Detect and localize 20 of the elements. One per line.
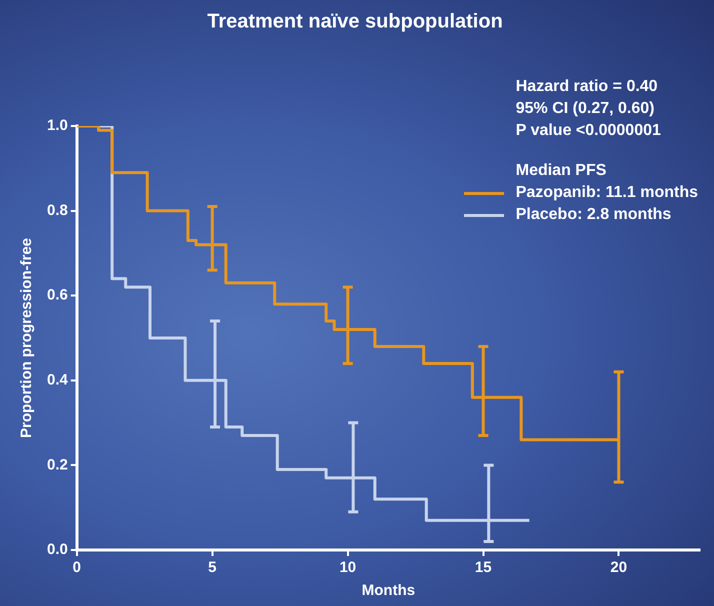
y-tick-label: 0.2 [46,456,68,474]
y-tick-label: 0.8 [46,202,68,219]
x-tick-label: 20 [610,559,628,576]
x-axis-title: Months [362,582,416,600]
x-tick-label: 5 [208,559,216,576]
x-tick-label: 15 [474,559,492,576]
y-axis-title: Proportion progression-free [18,238,36,438]
text: 95% CI (0.27, 0.60) [516,99,656,119]
y-tick-label: 1.0 [46,117,68,134]
annotation: P value <0.0000001 [516,121,662,141]
legend-title: Median PFS [516,161,608,181]
x-tick-label: 10 [339,559,356,576]
y-tick-label: 0.6 [46,286,68,304]
y-tick-label: 0.0 [46,541,68,558]
x-tick-label: 0 [72,559,82,576]
legend-label: Placebo: 2.8 months [516,205,672,225]
chart-title: Treatment naïve subpopulation [207,10,503,33]
legend-label: Pazopanib: 11.1 months [516,183,698,203]
y-tick-label: 0.4 [46,372,68,389]
text: Hazard ratio = 0.40 [516,77,659,97]
